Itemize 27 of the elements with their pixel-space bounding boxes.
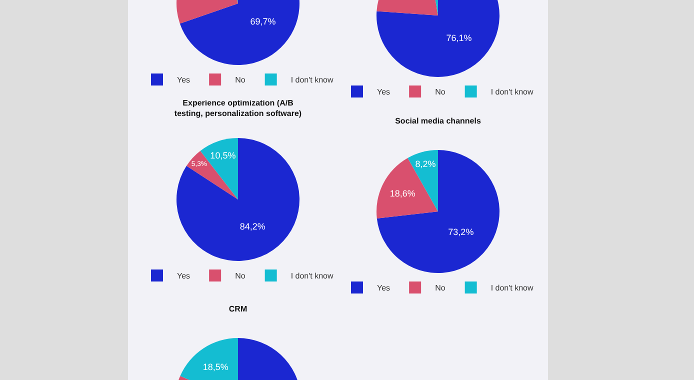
data-label: 18,6% (390, 188, 416, 199)
data-label: 73,2% (448, 226, 474, 237)
data-label: 76,1% (446, 32, 472, 43)
pie-slice (376, 158, 438, 218)
data-label: 8,2% (415, 159, 436, 170)
legend-label: Yes (177, 76, 190, 85)
chart-title: Social media channels (395, 116, 482, 126)
legend-label: I don't know (490, 284, 534, 293)
legend-label: No (235, 76, 246, 85)
legend-label: I don't know (490, 88, 534, 97)
data-label: 18,5% (202, 362, 228, 372)
pie-slice (186, 150, 238, 200)
legend-label: No (435, 88, 446, 97)
data-label: 10,5% (210, 150, 236, 161)
chart-title: Experience optimization (A/B testing, personalization software) (174, 98, 302, 118)
data-label: 84,2% (240, 222, 266, 232)
legend-label: I don't know (290, 272, 334, 281)
data-label: 69,7% (250, 16, 276, 26)
legend-label: No (235, 272, 246, 281)
legend-label: Yes (377, 88, 390, 97)
pie-slice (176, 138, 300, 261)
chart-title: CRM (228, 304, 248, 314)
legend-label: No (435, 284, 446, 293)
legend-label: Yes (177, 272, 190, 281)
pie-slice (376, 150, 500, 273)
legend-label: Yes (377, 284, 390, 293)
legend-label: I don't know (290, 76, 334, 85)
